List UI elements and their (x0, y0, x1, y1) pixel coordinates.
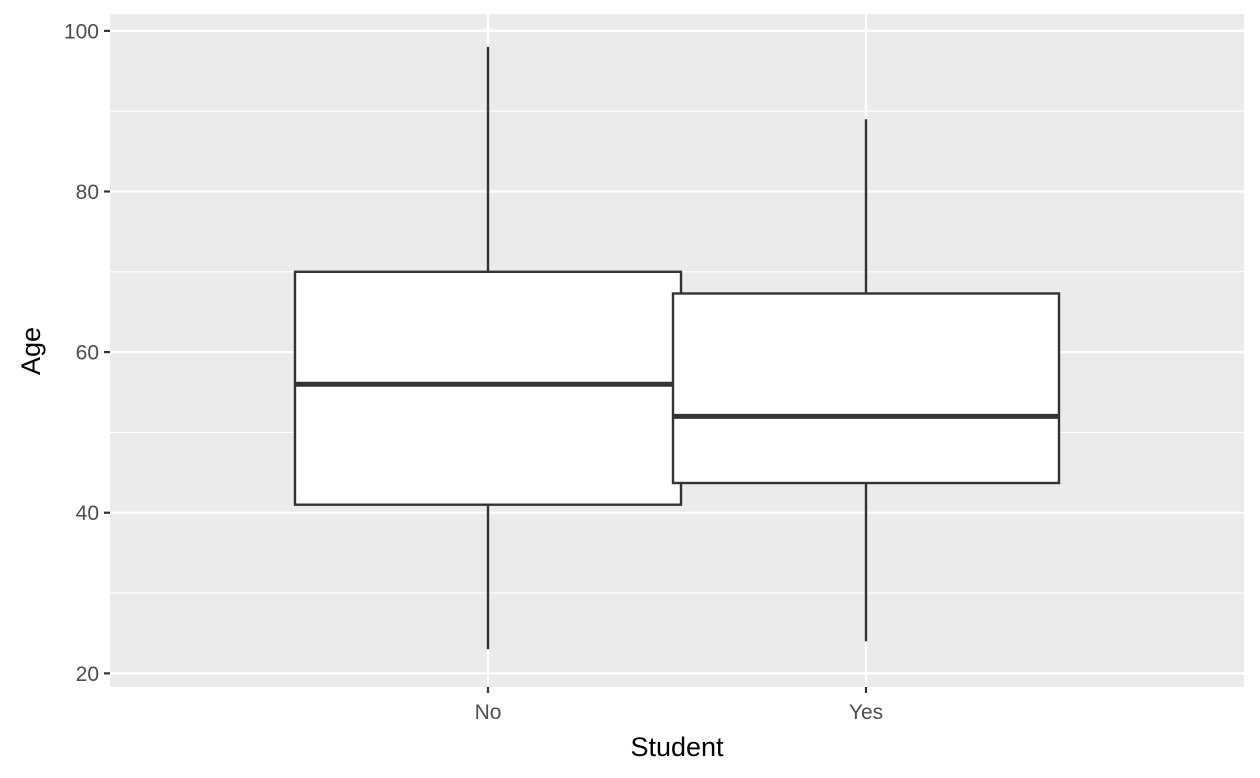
box-no (293, 46, 683, 650)
x-axis: No Yes (475, 687, 883, 724)
box-yes (671, 119, 1061, 642)
x-axis-title: Student (630, 732, 724, 762)
x-tick-label: No (475, 701, 502, 724)
y-tick-label: 100 (64, 20, 99, 43)
interquartile-box (671, 292, 1061, 485)
y-tick-label: 40 (76, 502, 99, 525)
y-tick-label: 80 (76, 181, 99, 204)
y-tick-label: 20 (76, 663, 99, 686)
y-tick-label: 60 (76, 342, 99, 365)
y-axis-title: Age (16, 327, 46, 375)
y-axis: 20 40 60 80 100 (64, 20, 110, 686)
interquartile-box (293, 270, 683, 506)
boxes-layer (293, 46, 1061, 650)
x-tick-label: Yes (849, 701, 883, 724)
